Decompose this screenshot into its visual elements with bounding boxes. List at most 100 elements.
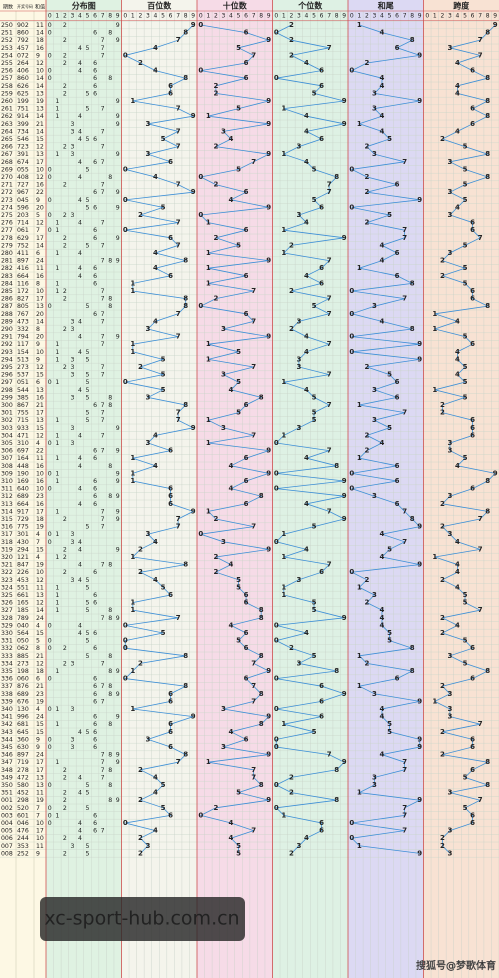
sum: 17 (36, 159, 44, 166)
issue: 277 (1, 227, 13, 234)
distribution-digit: 5 (86, 782, 90, 789)
issue: 272 (1, 189, 13, 196)
distribution-digit: 3 (70, 356, 74, 363)
distribution-digit: 7 (101, 288, 105, 295)
trend-digit: 6 (319, 568, 324, 576)
distribution-digit: 4 (78, 562, 82, 569)
trend-digit: 8 (259, 393, 264, 401)
distribution-digit: 0 (48, 30, 52, 37)
distribution-digit: 7 (101, 220, 105, 227)
trend-digit: 8 (183, 401, 188, 409)
section-title: 跨度 (453, 1, 470, 11)
sum: 17 (36, 296, 44, 303)
issue: 287 (1, 303, 13, 310)
trend-digit: 4 (380, 530, 385, 538)
trend-line (433, 24, 497, 854)
draw-number: 061 (17, 227, 29, 234)
trend-digit: 3 (372, 690, 377, 698)
trend-digit: 0 (349, 834, 354, 842)
trend-digit: 3 (372, 773, 377, 781)
trend-digit: 7 (176, 333, 181, 341)
distribution-digit: 4 (78, 349, 82, 356)
trend-digit: 5 (236, 409, 241, 417)
trend-digit: 3 (296, 355, 301, 363)
distribution-digit: 4 (78, 334, 82, 341)
left-background (0, 0, 46, 978)
distribution-digit: 4 (78, 159, 82, 166)
trend-digit: 7 (176, 614, 181, 622)
trend-digit: 9 (266, 150, 271, 158)
trend-digit: 6 (168, 485, 173, 493)
trend-digit: 2 (440, 682, 445, 690)
distribution-digit: 6 (93, 455, 97, 462)
trend-digit: 6 (168, 743, 173, 751)
trend-digit: 7 (251, 697, 256, 705)
trend-digit: 5 (312, 728, 317, 736)
sum: 12 (36, 60, 44, 67)
trend-digit: 0 (274, 705, 279, 713)
digit-header: 4 (456, 13, 460, 20)
trend-digit: 4 (153, 538, 158, 546)
draw-number: 513 (17, 356, 29, 363)
issue: 001 (1, 797, 13, 804)
distribution-digit: 1 (55, 600, 59, 607)
trend-digit: 4 (455, 59, 460, 67)
trend-digit: 0 (349, 485, 354, 493)
trend-digit: 2 (364, 173, 369, 181)
trend-digit: 8 (485, 97, 490, 105)
distribution-digit: 6 (93, 235, 97, 242)
issue: 341 (1, 714, 13, 721)
trend-digit: 1 (130, 477, 135, 485)
issue: 296 (1, 372, 13, 379)
digit-header: 2 (214, 13, 218, 20)
draw-number: 755 (17, 410, 29, 417)
distribution-digit: 3 (70, 212, 74, 219)
distribution-digit: 7 (101, 106, 105, 113)
draw-number: 676 (17, 698, 29, 705)
draw-number: 546 (17, 136, 29, 143)
distribution-digit: 5 (86, 805, 90, 812)
trend-digit: 9 (417, 796, 422, 804)
sum: 23 (36, 493, 44, 500)
distribution-digit: 6 (93, 592, 97, 599)
digit-header: 6 (169, 13, 173, 20)
issue: 298 (1, 387, 13, 394)
distribution-digit: 6 (93, 744, 97, 751)
digit-header: 9 (418, 13, 422, 20)
distribution-digit: 9 (116, 334, 120, 341)
sum: 7 (36, 812, 40, 819)
draw-number: 430 (17, 539, 29, 546)
trend-digit: 3 (447, 652, 452, 660)
distribution-digit: 8 (108, 463, 112, 470)
distribution-digit: 6 (93, 714, 97, 721)
trend-digit: 6 (319, 697, 324, 705)
distribution-digit: 6 (93, 402, 97, 409)
distribution-digit: 6 (93, 265, 97, 272)
sum: 13 (36, 782, 44, 789)
sum: 19 (36, 698, 44, 705)
digit-header: 9 (191, 13, 195, 20)
trend-digit: 1 (281, 378, 286, 386)
issue: 350 (1, 782, 13, 789)
distribution-digit: 6 (93, 698, 97, 705)
distribution-digit: 1 (55, 721, 59, 728)
distribution-digit: 1 (55, 288, 59, 295)
draw-number: 917 (17, 508, 29, 515)
trend-digit: 3 (447, 690, 452, 698)
distribution-digit: 1 (55, 592, 59, 599)
distribution-digit: 5 (86, 607, 90, 614)
trend-digit: 4 (304, 454, 309, 462)
issue: 281 (1, 258, 13, 265)
trend-line (275, 24, 346, 854)
trend-digit: 4 (455, 317, 460, 325)
issue: 328 (1, 615, 13, 622)
digit-header: 7 (327, 13, 331, 20)
sum: 20 (36, 334, 44, 341)
trend-digit: 3 (221, 371, 226, 379)
trend-digit: 8 (334, 796, 339, 804)
trend-digit: 1 (130, 667, 135, 675)
trend-digit: 4 (455, 462, 460, 470)
draw-number: 072 (17, 52, 29, 59)
distribution-digit: 0 (48, 676, 52, 683)
trend-digit: 4 (304, 500, 309, 508)
